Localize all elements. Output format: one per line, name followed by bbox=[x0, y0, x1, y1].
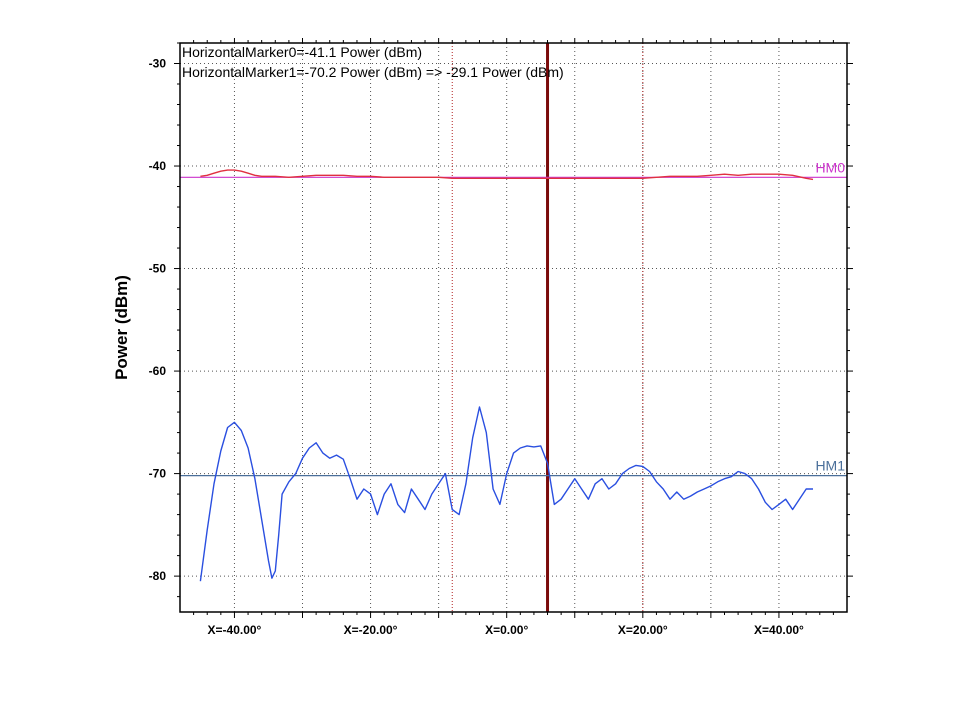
axis-ticks: X=-40.00° X=-20.00° X=0.00° X=20.00° X=40.00… bbox=[149, 38, 853, 637]
x-tick-label: X=0.00° bbox=[485, 623, 528, 637]
series-lines bbox=[199, 169, 814, 582]
x-tick-label: X=-40.00° bbox=[208, 623, 262, 637]
y-tick-label: -60 bbox=[149, 364, 167, 378]
horizontal-marker-label: HM0 bbox=[815, 159, 845, 175]
x-tick-label: X=40.00° bbox=[754, 623, 804, 637]
y-axis-label: Power (dBm) bbox=[112, 275, 131, 380]
series-line-0 bbox=[200, 169, 814, 181]
series-line-1 bbox=[199, 406, 813, 582]
horizontal-marker-label: HM1 bbox=[815, 458, 845, 474]
x-tick-label: X=-20.00° bbox=[344, 623, 398, 637]
vertical-markers[interactable] bbox=[451, 43, 644, 612]
y-tick-label: -40 bbox=[149, 159, 167, 173]
x-tick-label: X=20.00° bbox=[618, 623, 668, 637]
y-tick-label: -70 bbox=[149, 467, 167, 481]
y-tick-label: -30 bbox=[149, 57, 167, 71]
grid bbox=[180, 43, 847, 612]
marker-readout: HorizontalMarker1=-70.2 Power (dBm) => -… bbox=[182, 64, 564, 80]
plot-frame bbox=[179, 42, 848, 613]
y-tick-label: -50 bbox=[149, 262, 167, 276]
marker-readout: HorizontalMarker0=-41.1 Power (dBm) bbox=[182, 44, 422, 60]
horizontal-markers[interactable]: HM0 HM1 bbox=[180, 159, 847, 477]
y-tick-label: -80 bbox=[149, 569, 167, 583]
marker-readouts: HorizontalMarker0=-41.1 Power (dBm) Horiz… bbox=[182, 44, 564, 80]
